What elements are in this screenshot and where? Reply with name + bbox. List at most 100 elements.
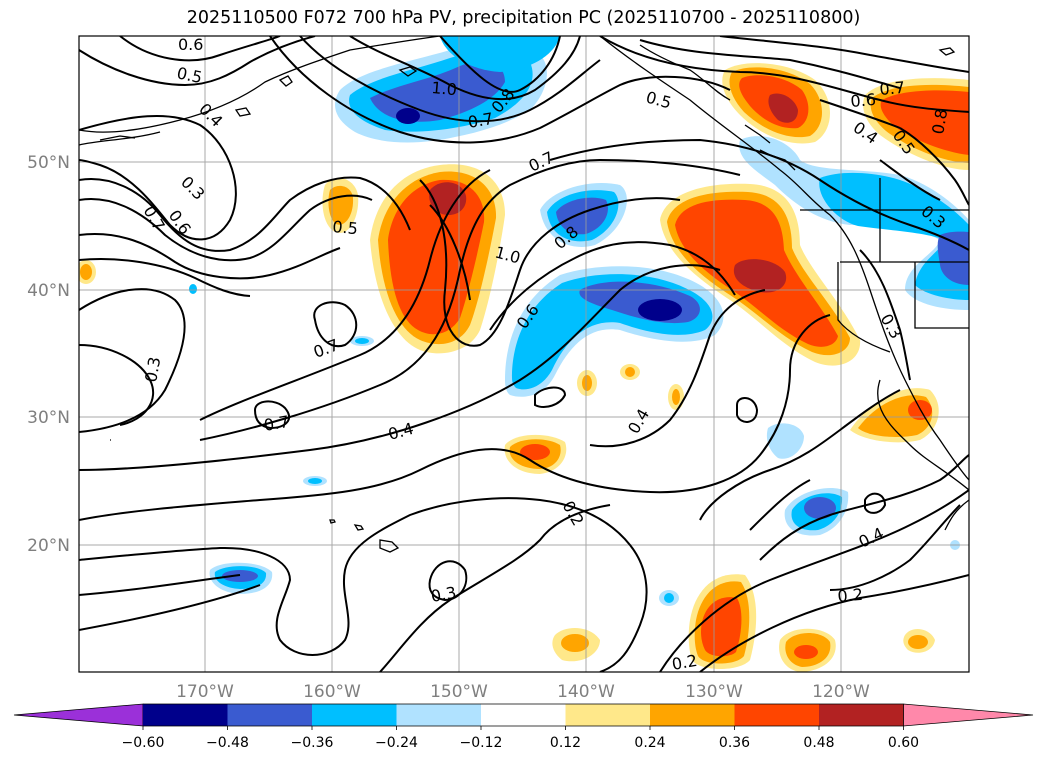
contour-label: 0.4 [856, 524, 887, 552]
contour-label: 0.7 [311, 335, 341, 362]
pv-contour [699, 574, 969, 672]
precip-positive-region [880, 90, 969, 155]
pv-contour [859, 249, 911, 381]
contour-label: 0.5 [332, 217, 359, 238]
pv-contour [79, 288, 186, 433]
pv-contour [199, 169, 491, 421]
precip-negative-region [440, 36, 560, 72]
lon-label: 130°W [685, 682, 743, 702]
precip-negative-region [308, 478, 322, 484]
gridlines [79, 36, 969, 672]
pv-contour [79, 194, 373, 262]
contour-label: 0.8 [928, 107, 951, 135]
precip-positive-region [768, 93, 798, 123]
colorbar-segment [565, 704, 650, 726]
pv-contour [199, 158, 741, 441]
precip-positive-region [80, 264, 92, 280]
pv-contour [819, 99, 901, 129]
colorbar-segment [734, 704, 819, 726]
contour-label: 0.3 [429, 583, 457, 606]
precip-positive-region [701, 597, 742, 657]
pv-contour [864, 492, 887, 514]
precip-positive-region [908, 635, 928, 649]
pv-contour [879, 159, 941, 201]
precip-negative-region [189, 284, 197, 294]
pv-contour [899, 127, 969, 206]
colorbar-tick-label: −0.60 [122, 735, 165, 751]
pv-contour [489, 241, 736, 331]
precip-positive-region [561, 634, 589, 652]
colorbar-segment [227, 704, 312, 726]
contour-label: 0.7 [526, 148, 557, 176]
lat-labels: 50°N 40°N 30°N 20°N [27, 153, 70, 556]
colorbar-segment [481, 704, 566, 726]
pv-contour [659, 489, 969, 672]
colorbar-tick-label: −0.24 [375, 735, 418, 751]
pv-contour [829, 504, 961, 591]
contour-label: 0.3 [141, 355, 164, 383]
pv-contour [79, 114, 237, 241]
pv-contour [119, 36, 281, 62]
lat-label: 50°N [27, 153, 70, 173]
contour-label: 0.4 [386, 419, 416, 444]
pv-contour [349, 36, 581, 101]
lat-label: 30°N [27, 408, 70, 428]
contour-label: 0.7 [262, 412, 290, 435]
pv-contour [419, 179, 681, 347]
precip-negative-region [664, 593, 674, 603]
colorbar-tick-label: −0.36 [291, 735, 334, 751]
colorbar-segment [650, 704, 735, 726]
contour-label: 1.0 [493, 243, 523, 268]
pv-contour [79, 497, 648, 672]
pv-contour [599, 36, 969, 113]
colorbar-tick-label: 0.12 [550, 735, 581, 751]
pv-contour [253, 400, 290, 430]
pv-contour [379, 504, 611, 672]
pv-contour [299, 36, 601, 123]
contour-label: 0.6 [165, 206, 195, 238]
pv-contour [429, 204, 471, 301]
colorbar-tick-label: 0.24 [634, 735, 665, 751]
contour-label: 0.6 [850, 90, 877, 111]
colorbar-segment [143, 704, 228, 726]
pv-contour [79, 584, 261, 631]
pv-contours [79, 36, 969, 672]
pv-contour [79, 257, 251, 297]
colorbar-tick-label: 0.60 [888, 735, 919, 751]
precip-negative-region [370, 61, 505, 122]
contour-label: 0.4 [624, 405, 653, 437]
pv-contour [639, 39, 901, 89]
contour-label: 0.2 [670, 651, 698, 674]
contour-label: 0.6 [178, 35, 203, 54]
pv-contour [269, 36, 731, 144]
precip-negative-region [396, 108, 420, 124]
precip-positive-region [429, 182, 467, 216]
contour-label: 0.2 [559, 498, 588, 530]
precip-negative-region [556, 197, 608, 235]
map-frame [78, 35, 970, 673]
lon-labels: 170°W 160°W 150°W 140°W 130°W 120°W [176, 682, 870, 702]
colorbar-tick-label: −0.12 [460, 735, 503, 751]
pv-contour [759, 454, 969, 561]
colorbar-segment [819, 704, 904, 726]
precip-positive-region [794, 645, 818, 659]
precip-positive-region [520, 444, 550, 460]
colorbar-tick-label: −0.48 [206, 735, 249, 751]
contour-label: 0.7 [879, 78, 906, 99]
precip-positive-region [582, 375, 592, 391]
pv-contour [589, 289, 766, 448]
map-area [79, 36, 969, 672]
pv-contour [79, 344, 155, 426]
map-title: 2025110500 F072 700 hPa PV, precipitatio… [186, 8, 861, 28]
contour-label: 0.5 [175, 63, 204, 87]
lon-label: 170°W [176, 682, 234, 702]
contour-label: 0.5 [644, 88, 674, 113]
contour-label: 1.0 [431, 78, 458, 99]
pv-contour [719, 36, 969, 73]
pv-contour [428, 560, 468, 602]
precip-positive-region [733, 259, 787, 293]
precip-shading [79, 36, 969, 672]
lon-label: 140°W [557, 682, 615, 702]
precip-negative-region [355, 338, 369, 344]
